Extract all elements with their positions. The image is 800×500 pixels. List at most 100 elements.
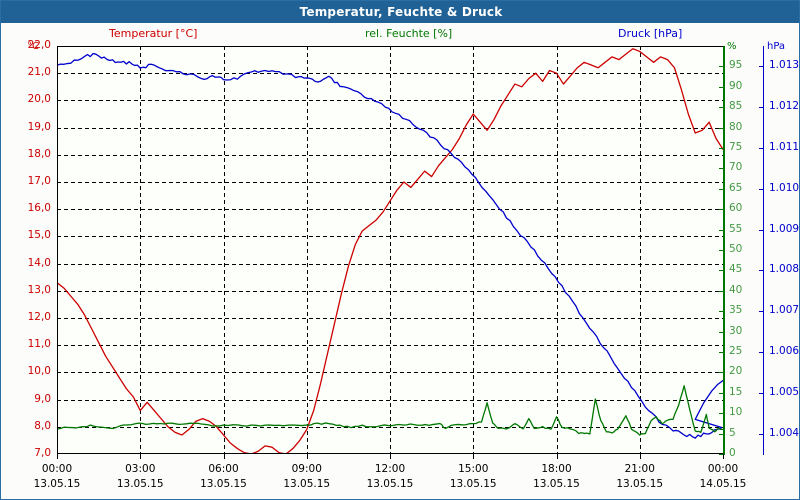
- axis-tick-mark-time: [640, 454, 641, 459]
- axis-tick-date: 13.05.15: [116, 478, 164, 490]
- axis-tick-temperature: 21,0: [27, 66, 51, 79]
- axis-tick-mark-pressure: [759, 393, 764, 394]
- axis-tick-mark-time: [140, 454, 141, 459]
- axis-tick-time: 15:00: [458, 463, 489, 475]
- axis-tick-mark-humidity: [719, 311, 724, 312]
- axis-tick-humidity: 80: [729, 120, 743, 133]
- axis-tick-mark-humidity: [719, 168, 724, 169]
- axis-tick-humidity: 25: [729, 345, 743, 357]
- axis-tick-pressure: 1.009: [769, 222, 800, 235]
- axis-spine-pressure: [763, 46, 764, 455]
- axis-tick-humidity: 35: [729, 304, 743, 317]
- axis-tick-pressure: 1.010: [769, 181, 800, 194]
- axis-tick-mark-time: [224, 454, 225, 459]
- axis-tick-mark-humidity: [719, 66, 724, 67]
- axis-tick-mark-pressure: [759, 189, 764, 190]
- axis-tick-mark-pressure: [759, 107, 764, 108]
- axis-tick-mark-pressure: [759, 66, 764, 67]
- axis-unit-humidity: %: [727, 41, 737, 52]
- legend-label-humidity: rel. Feuchte [%]: [365, 27, 453, 40]
- axis-tick-mark-humidity: [719, 230, 724, 231]
- axis-spine-humidity: [723, 46, 725, 455]
- axis-tick-mark-pressure: [759, 434, 764, 435]
- axis-tick-date: 13.05.15: [33, 478, 81, 490]
- axis-tick-temperature: 8,0: [34, 419, 51, 432]
- axis-tick-mark-humidity: [719, 352, 724, 353]
- axis-tick-mark-humidity: [719, 87, 724, 88]
- axis-tick-date: 13.05.15: [200, 478, 247, 490]
- axis-tick-date: 13.05.15: [283, 478, 331, 490]
- axis-tick-mark-pressure: [759, 311, 764, 312]
- axis-tick-mark-time: [307, 454, 308, 459]
- axis-tick-temperature: 20,0: [27, 93, 51, 106]
- axis-tick-temperature: 22,0: [27, 39, 51, 51]
- axis-tick-temperature: 13,0: [27, 283, 51, 296]
- axis-tick-mark-time: [557, 454, 558, 459]
- axis-tick-temperature: 12,0: [27, 311, 51, 323]
- plot-area: [57, 46, 723, 454]
- axis-tick-humidity: 60: [729, 202, 743, 215]
- axis-tick-humidity: 45: [729, 263, 743, 276]
- plot-frame-top: [57, 46, 723, 47]
- plot-gridlines: [57, 46, 723, 454]
- window-title: Temperatur, Feuchte & Druck: [299, 5, 503, 19]
- axis-tick-time: 21:00: [624, 463, 655, 475]
- legend-item-pressure: Druck [hPa]: [618, 27, 682, 40]
- axis-tick-mark-pressure: [759, 352, 764, 353]
- axis-tick-pressure: 1.011: [769, 141, 800, 153]
- axis-tick-mark-pressure: [759, 148, 764, 149]
- axis-tick-time: 00:00: [707, 463, 739, 475]
- window-title-bar: Temperatur, Feuchte & Druck: [1, 1, 799, 23]
- axis-tick-time: 06:00: [208, 463, 239, 475]
- axis-tick-pressure: 1.007: [769, 304, 800, 317]
- legend-item-temperature: Temperatur [°C]: [109, 27, 197, 40]
- axis-unit-temperature: °C: [27, 41, 39, 52]
- axis-tick-mark-humidity: [719, 270, 724, 271]
- axis-tick-humidity: 0: [729, 447, 736, 459]
- axis-tick-mark-humidity: [719, 250, 724, 251]
- axis-tick-mark-time: [723, 454, 724, 459]
- axis-tick-temperature: 9,0: [34, 392, 51, 405]
- axis-tick-mark-time: [473, 454, 474, 459]
- axis-tick-mark-time: [57, 454, 58, 459]
- axis-tick-humidity: 95: [729, 59, 743, 72]
- axis-tick-humidity: 40: [729, 283, 743, 296]
- axis-tick-temperature: 10,0: [27, 365, 51, 378]
- plot-frame-bottom: [57, 453, 723, 454]
- axis-tick-date: 13.05.15: [366, 478, 414, 490]
- axis-tick-humidity: 65: [729, 181, 743, 194]
- axis-tick-humidity: 90: [729, 79, 743, 92]
- axis-tick-humidity: 70: [729, 161, 743, 174]
- plot-frame-left: [57, 46, 58, 454]
- axis-tick-mark-humidity: [719, 413, 724, 414]
- axis-tick-pressure: 1.013: [769, 59, 800, 72]
- axis-tick-temperature: 15,0: [27, 229, 51, 242]
- axis-tick-mark-pressure: [759, 230, 764, 231]
- axis-tick-mark-pressure: [759, 270, 764, 271]
- axis-tick-temperature: 16,0: [27, 202, 51, 215]
- axis-tick-humidity: 75: [729, 141, 743, 153]
- axis-tick-mark-humidity: [719, 372, 724, 373]
- axis-tick-humidity: 85: [729, 100, 743, 113]
- axis-tick-mark-humidity: [719, 148, 724, 149]
- axis-tick-humidity: 20: [729, 365, 743, 378]
- axis-tick-mark-time: [390, 454, 391, 459]
- axis-unit-pressure: hPa: [767, 41, 786, 52]
- axis-tick-pressure: 1.006: [769, 345, 800, 357]
- axis-tick-mark-humidity: [719, 393, 724, 394]
- axis-tick-date: 13.05.15: [616, 478, 664, 490]
- axis-tick-time: 03:00: [125, 463, 156, 475]
- axis-tick-temperature: 19,0: [27, 120, 51, 133]
- axis-tick-mark-humidity: [719, 209, 724, 210]
- axis-tick-humidity: 10: [729, 406, 743, 419]
- axis-tick-mark-humidity: [719, 128, 724, 129]
- axis-tick-pressure: 1.004: [769, 426, 800, 439]
- legend-item-humidity: rel. Feuchte [%]: [365, 27, 452, 40]
- axis-tick-temperature: 14,0: [27, 256, 51, 269]
- legend-label-temperature: Temperatur [°C]: [109, 27, 198, 40]
- axis-tick-time: 00:00: [41, 463, 73, 475]
- axis-tick-time: 09:00: [291, 463, 322, 475]
- axis-tick-mark-humidity: [719, 332, 724, 333]
- axis-tick-pressure: 1.008: [769, 263, 800, 276]
